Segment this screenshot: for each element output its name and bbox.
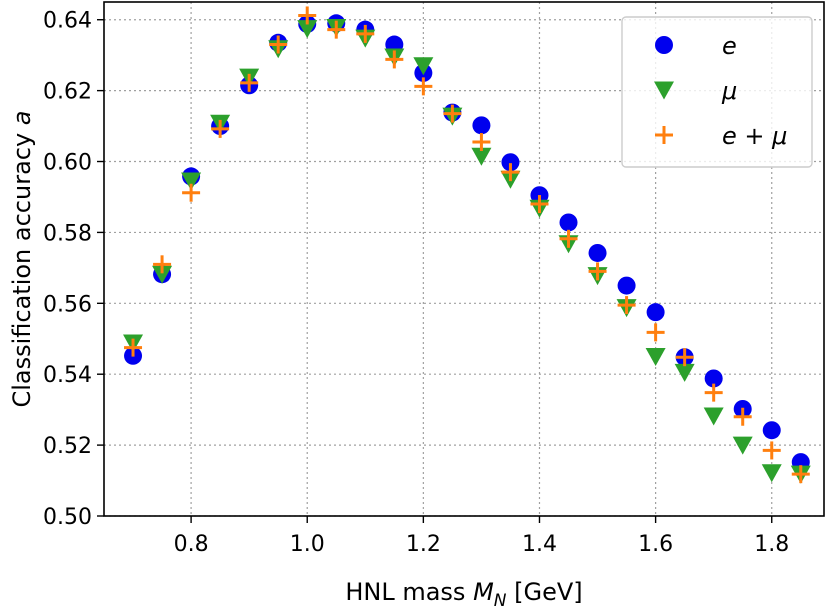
legend-marker	[654, 81, 674, 100]
data-point	[762, 441, 781, 460]
data-point	[646, 303, 665, 322]
data-point	[240, 73, 259, 92]
data-point	[704, 369, 723, 388]
x-tick-label: 1.2	[406, 532, 441, 557]
series-2	[124, 6, 810, 484]
x-axis-subscript: N	[494, 591, 507, 608]
data-point	[791, 465, 810, 484]
data-point	[385, 50, 404, 69]
data-point	[269, 35, 288, 54]
x-axis-symbol: M	[473, 578, 494, 606]
data-point	[703, 407, 724, 426]
axis-ticks: 0.8 1.0 1.2 1.4 1.6 1.8 0.50 0.52 0.54 0.56 0.58 0.…	[43, 9, 789, 557]
y-tick-label: 0.64	[43, 9, 92, 34]
data-point	[356, 24, 375, 43]
data-point	[327, 20, 346, 39]
data-point	[211, 119, 230, 138]
legend-label: e + μ	[722, 122, 787, 150]
legend-label: μ	[721, 77, 737, 105]
data-point	[413, 57, 434, 76]
data-point	[675, 348, 694, 367]
y-tick-label: 0.54	[43, 363, 92, 388]
data-point	[124, 338, 143, 357]
data-point	[733, 407, 752, 426]
legend-box	[621, 16, 813, 168]
legend: eμ e + μ	[621, 16, 813, 168]
x-tick-label: 1.6	[638, 532, 673, 557]
y-axis-symbol: a	[8, 110, 36, 125]
legend-label: e	[722, 32, 737, 60]
data-point	[559, 213, 578, 232]
y-tick-label: 0.60	[43, 151, 92, 176]
data-point	[472, 116, 491, 135]
data-point	[704, 383, 723, 402]
legend-marker	[655, 126, 673, 144]
y-tick-label: 0.56	[43, 292, 92, 317]
data-point	[588, 262, 607, 281]
data-point	[646, 323, 665, 342]
data-point	[732, 436, 753, 455]
data-point	[588, 243, 607, 262]
y-tick-label: 0.58	[43, 221, 92, 246]
data-point	[298, 6, 317, 25]
data-point	[414, 77, 433, 96]
data-point	[530, 195, 549, 214]
plot-frame	[103, 1, 825, 517]
data-point	[501, 163, 520, 182]
data-marks	[123, 6, 811, 484]
data-point	[182, 183, 201, 202]
y-axis-label: Classification accuracy a	[8, 110, 36, 407]
data-point	[761, 464, 782, 483]
data-point	[297, 20, 318, 39]
x-tick-label: 1.0	[290, 532, 325, 557]
data-point	[501, 153, 520, 172]
data-point	[617, 296, 636, 315]
data-point	[559, 229, 578, 248]
data-point	[152, 265, 173, 284]
data-point	[181, 172, 202, 191]
x-tick-label: 1.4	[522, 532, 557, 557]
data-point	[472, 133, 491, 152]
y-tick-label: 0.62	[43, 80, 92, 105]
data-point	[674, 363, 695, 382]
legend-marker	[655, 36, 673, 54]
data-point	[617, 276, 636, 295]
x-tick-label: 1.8	[754, 532, 789, 557]
data-point	[153, 255, 172, 274]
data-point	[762, 421, 781, 440]
data-point	[645, 347, 666, 366]
data-point	[471, 147, 492, 166]
data-point	[443, 104, 462, 123]
y-tick-label: 0.50	[43, 505, 92, 530]
x-tick-label: 0.8	[174, 532, 209, 557]
y-tick-label: 0.52	[43, 434, 92, 459]
x-axis-label: HNL mass MN [GeV]	[345, 578, 582, 608]
